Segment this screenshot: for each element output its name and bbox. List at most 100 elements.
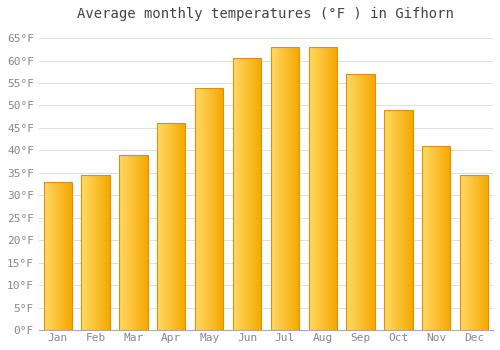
Bar xyxy=(125,155,126,330)
Bar xyxy=(240,58,241,330)
Bar xyxy=(217,88,218,330)
Bar xyxy=(69,182,70,330)
Bar xyxy=(65,182,66,330)
Bar xyxy=(210,88,211,330)
Bar xyxy=(433,146,434,330)
Bar xyxy=(207,88,208,330)
Bar xyxy=(287,47,288,330)
Bar xyxy=(67,182,68,330)
Bar xyxy=(357,74,358,330)
Bar xyxy=(425,146,426,330)
Bar xyxy=(131,155,132,330)
Bar xyxy=(366,74,367,330)
Bar xyxy=(275,47,276,330)
Bar xyxy=(51,182,52,330)
Bar xyxy=(95,175,96,330)
Bar xyxy=(63,182,64,330)
Bar xyxy=(92,175,94,330)
Bar xyxy=(174,124,176,330)
Bar xyxy=(427,146,428,330)
Bar xyxy=(445,146,446,330)
Bar xyxy=(294,47,295,330)
Bar xyxy=(250,58,251,330)
Bar xyxy=(170,124,172,330)
Bar xyxy=(241,58,242,330)
Bar xyxy=(184,124,185,330)
Bar xyxy=(278,47,280,330)
Bar xyxy=(47,182,48,330)
Bar xyxy=(89,175,90,330)
Bar xyxy=(169,124,170,330)
Bar xyxy=(221,88,222,330)
Bar xyxy=(255,58,256,330)
Bar xyxy=(82,175,83,330)
Bar xyxy=(215,88,216,330)
Bar xyxy=(82,175,110,330)
Bar xyxy=(64,182,65,330)
Bar xyxy=(449,146,450,330)
Bar xyxy=(212,88,213,330)
Bar xyxy=(440,146,441,330)
Bar xyxy=(396,110,397,330)
Bar xyxy=(443,146,444,330)
Bar xyxy=(165,124,166,330)
Bar xyxy=(309,47,310,330)
Bar xyxy=(55,182,56,330)
Bar xyxy=(62,182,63,330)
Bar xyxy=(348,74,350,330)
Bar xyxy=(336,47,337,330)
Bar xyxy=(60,182,61,330)
Bar xyxy=(407,110,408,330)
Bar xyxy=(310,47,311,330)
Bar xyxy=(90,175,91,330)
Bar xyxy=(144,155,145,330)
Bar xyxy=(392,110,393,330)
Bar xyxy=(157,124,186,330)
Bar xyxy=(403,110,404,330)
Bar xyxy=(248,58,249,330)
Bar xyxy=(472,175,473,330)
Bar xyxy=(289,47,290,330)
Bar xyxy=(291,47,292,330)
Bar xyxy=(179,124,180,330)
Bar xyxy=(244,58,246,330)
Bar xyxy=(485,175,486,330)
Bar xyxy=(173,124,174,330)
Bar xyxy=(400,110,402,330)
Bar xyxy=(205,88,206,330)
Bar xyxy=(387,110,388,330)
Bar xyxy=(411,110,412,330)
Bar xyxy=(399,110,400,330)
Bar xyxy=(429,146,430,330)
Bar xyxy=(235,58,236,330)
Bar xyxy=(223,88,224,330)
Bar xyxy=(197,88,198,330)
Bar xyxy=(297,47,298,330)
Bar xyxy=(353,74,354,330)
Bar xyxy=(331,47,332,330)
Bar xyxy=(248,58,250,330)
Bar xyxy=(121,155,122,330)
Bar xyxy=(369,74,370,330)
Bar xyxy=(134,155,135,330)
Bar xyxy=(311,47,312,330)
Bar xyxy=(308,47,309,330)
Bar xyxy=(484,175,485,330)
Bar xyxy=(460,175,461,330)
Bar xyxy=(234,58,235,330)
Bar xyxy=(252,58,253,330)
Bar xyxy=(406,110,407,330)
Bar xyxy=(391,110,392,330)
Bar xyxy=(58,182,59,330)
Bar xyxy=(162,124,163,330)
Bar xyxy=(127,155,128,330)
Bar xyxy=(320,47,321,330)
Bar xyxy=(204,88,206,330)
Bar xyxy=(273,47,274,330)
Bar xyxy=(486,175,488,330)
Bar xyxy=(431,146,432,330)
Bar xyxy=(316,47,317,330)
Bar xyxy=(322,47,323,330)
Bar xyxy=(137,155,138,330)
Bar xyxy=(99,175,100,330)
